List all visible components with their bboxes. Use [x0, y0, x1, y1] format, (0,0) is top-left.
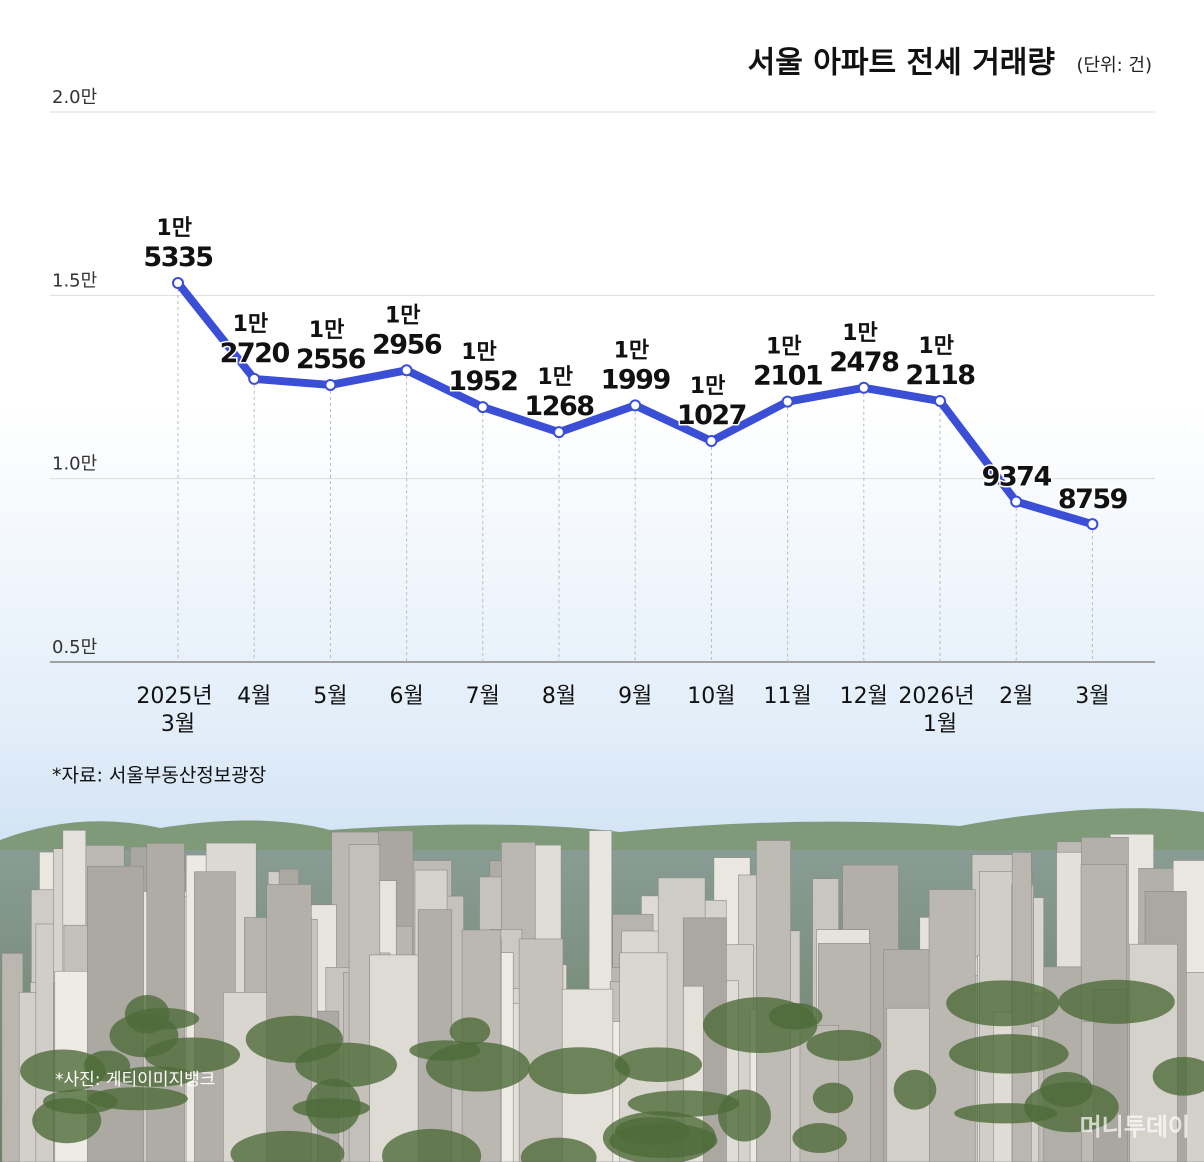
building: [518, 938, 564, 1162]
data-label: 1만 2556: [296, 318, 366, 375]
tree: [792, 1123, 847, 1154]
tree: [114, 1066, 196, 1087]
tree: [812, 1082, 854, 1114]
data-label: 1만 2720: [220, 312, 290, 369]
tree: [230, 1130, 345, 1162]
point: [781, 395, 794, 408]
data-label: 1만 2118: [905, 334, 975, 391]
point: [1086, 518, 1099, 531]
x-tick-label: 5월: [313, 684, 347, 709]
tree: [528, 1047, 630, 1095]
chart-title: 서울 아파트 전세 거래량: [748, 46, 1056, 81]
point: [629, 399, 642, 412]
x-tick-label: 12월: [840, 684, 888, 709]
building: [928, 889, 976, 1162]
y-tick-label: 1.5만: [52, 270, 97, 291]
point: [857, 381, 870, 394]
x-tick-label: 2025년 3월: [136, 684, 219, 737]
city-photo: [1, 830, 1204, 1162]
y-tick-label: 2.0만: [52, 87, 97, 108]
y-tick-label: 1.0만: [52, 454, 97, 475]
building: [417, 909, 453, 1162]
tree: [305, 1078, 361, 1134]
photo-credit: *사진: 게티이미지뱅크: [55, 1070, 215, 1090]
x-tick-label: 2월: [999, 684, 1033, 709]
tree: [382, 1128, 482, 1162]
data-label: 1만 2478: [829, 321, 899, 378]
point: [476, 401, 489, 414]
tree: [425, 1042, 531, 1092]
data-label: 1만 1027: [677, 374, 746, 431]
tree: [602, 1111, 717, 1162]
unit-label: (단위: 건): [1076, 55, 1152, 76]
data-label: 1만 1268: [524, 365, 594, 422]
x-tick-label: 10월: [687, 684, 735, 709]
x-tick-label: 6월: [389, 684, 423, 709]
x-tick-label: 4월: [237, 684, 271, 709]
tree: [946, 980, 1060, 1027]
point: [705, 435, 718, 448]
tree: [948, 1034, 1069, 1074]
x-tick-label: 11월: [763, 684, 811, 709]
tree: [1040, 1071, 1093, 1108]
tree: [520, 1137, 597, 1162]
point: [324, 378, 337, 391]
tree: [627, 1090, 740, 1117]
y-tick-label: 0.5만: [52, 637, 97, 658]
x-tick-label: 7월: [466, 684, 500, 709]
point: [1010, 495, 1023, 508]
tree: [449, 1017, 491, 1046]
data-label: 1만 5335: [143, 216, 212, 272]
tree: [614, 1047, 702, 1082]
x-tick-label: 2026년 1월: [898, 684, 981, 737]
x-tick-label: 9월: [618, 684, 652, 709]
point: [248, 372, 261, 385]
point: [400, 364, 413, 377]
data-label: 9374: [982, 461, 1052, 492]
tree: [20, 1049, 106, 1093]
tree: [806, 1029, 882, 1061]
point: [553, 426, 565, 439]
point: [934, 395, 946, 408]
data-label: 8759: [1058, 484, 1128, 515]
tree: [1058, 979, 1175, 1024]
tree: [768, 1003, 823, 1030]
watermark: 머니투데이: [1080, 1113, 1190, 1141]
x-tick-label: 8월: [542, 684, 576, 709]
x-tick-label: 3월: [1075, 684, 1109, 709]
tree: [1152, 1056, 1204, 1096]
tree: [893, 1069, 937, 1110]
tree: [32, 1098, 102, 1144]
tree: [245, 1015, 344, 1063]
building: [1129, 943, 1178, 1162]
point: [172, 277, 184, 290]
source-note: *자료: 서울부동산정보광장: [52, 765, 266, 787]
data-label: 1만 2101: [753, 335, 822, 392]
data-label: 1만 1952: [448, 340, 517, 397]
data-label: 1만 1999: [601, 338, 671, 395]
tree: [126, 1007, 200, 1030]
data-label: 1만 2956: [372, 303, 442, 360]
